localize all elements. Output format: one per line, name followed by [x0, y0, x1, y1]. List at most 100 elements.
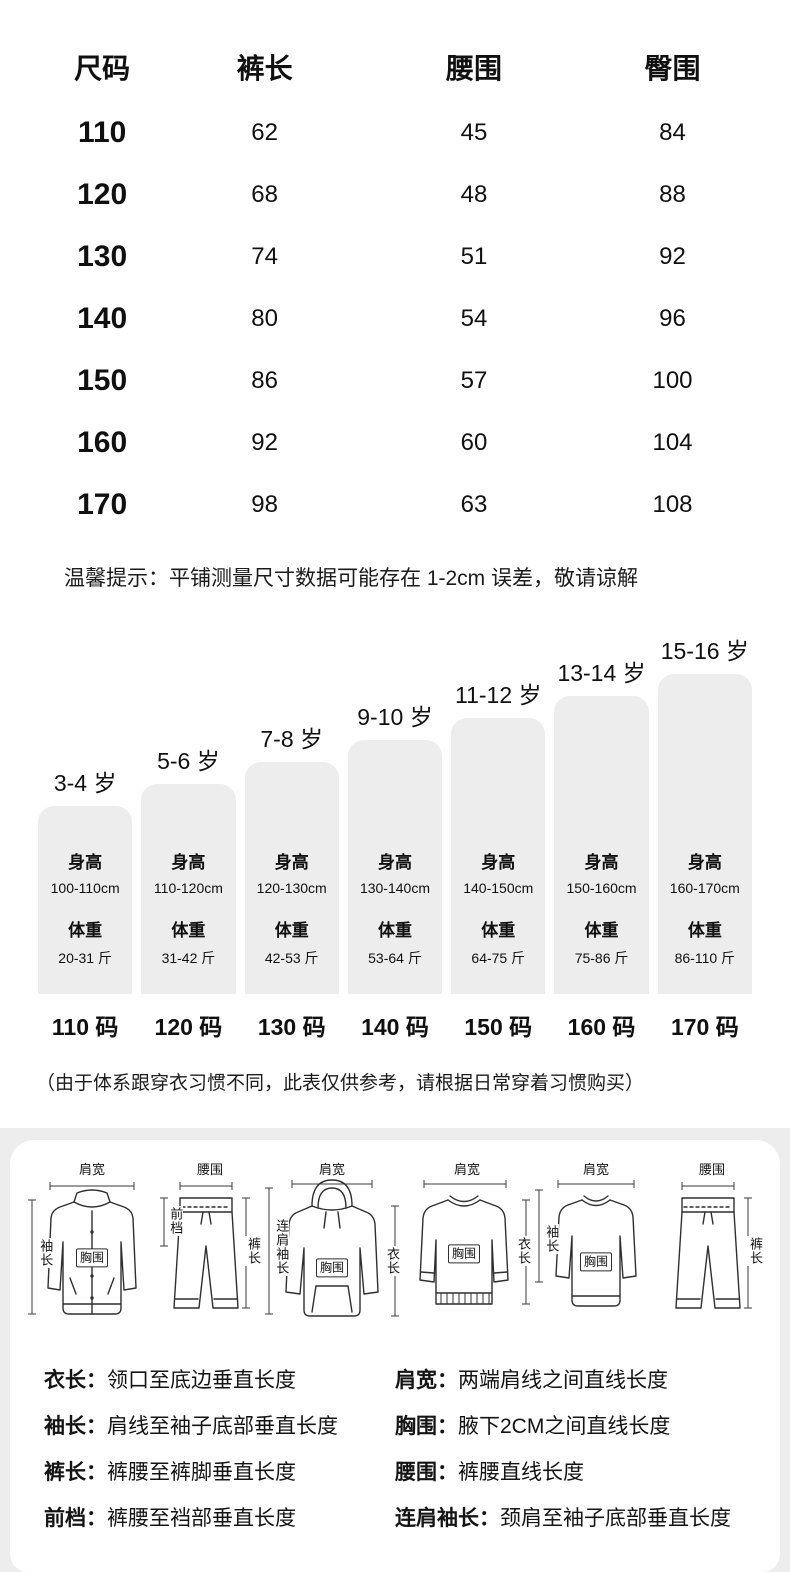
tip-text: 温馨提示：平铺测量尺寸数据可能存在 1-2cm 误差，敬请谅解 — [64, 567, 639, 590]
age-bar: 身高 130-140cm 体重 53-64 斤 — [347, 740, 443, 994]
age-label: 5-6 岁 — [157, 748, 220, 774]
height-label: 身高 — [68, 853, 103, 872]
size-cell: 120 — [77, 178, 128, 211]
table-row: 120 68 48 88 — [48, 164, 770, 226]
definition-desc: 两端肩线之间直线长度 — [458, 1369, 668, 1392]
definition-term: 连肩袖长： — [395, 1507, 500, 1530]
value-cell: 88 — [659, 181, 686, 208]
value-cell: 98 — [251, 491, 278, 518]
value-cell: 54 — [460, 305, 488, 332]
weight-label: 体重 — [584, 921, 619, 940]
table-row: 130 74 51 92 — [48, 226, 770, 288]
definition-term: 前档： — [44, 1507, 107, 1530]
shoulder-width-label: 肩宽 — [452, 1162, 482, 1179]
size-cell: 110 — [77, 116, 127, 149]
diagram-pants-a: 腰围 前档 裤长 — [158, 1162, 262, 1330]
waist-label: 腰围 — [195, 1162, 225, 1179]
age-label: 7-8 岁 — [260, 726, 324, 752]
definition-term: 肩宽： — [395, 1369, 458, 1392]
age-bar-column: 13-14 岁身高 150-160cm 体重 75-86 斤 — [554, 654, 649, 994]
size-code-label: 120 码 — [154, 1014, 223, 1040]
definition-desc: 颈肩至袖子底部垂直长度 — [500, 1507, 731, 1530]
column-header: 腰围 — [445, 53, 502, 84]
size-code-label: 130 码 — [257, 1014, 326, 1040]
height-label: 身高 — [481, 853, 516, 872]
size-chart-section: 尺码 裤长 腰围 臀围 110 62 45 84 120 68 48 88 130 74 51 92 140 80… — [0, 0, 790, 1128]
definition-item: 衣长： 领口至底边垂直长度 — [44, 1356, 395, 1402]
column-header: 臀围 — [644, 53, 701, 84]
table-row: 150 86 57 100 — [48, 350, 770, 412]
value-cell: 51 — [460, 243, 488, 270]
height-range: 140-150cm — [463, 880, 534, 896]
definition-desc: 腋下2CM之间直线长度 — [458, 1415, 671, 1438]
weight-label: 体重 — [377, 921, 412, 940]
age-bar: 身高 100-110cm 体重 20-31 斤 — [38, 806, 133, 994]
definition-term: 腰围： — [395, 1461, 458, 1484]
value-cell: 68 — [251, 181, 278, 208]
size-cell: 140 — [77, 302, 128, 335]
hoodie-outline-icon — [265, 1179, 399, 1317]
value-cell: 74 — [251, 243, 278, 270]
weight-range: 86-110 斤 — [674, 950, 736, 966]
diagram-hoodie: 肩宽 连肩袖长 胸围 衣长 — [262, 1162, 402, 1330]
definition-term: 胸围： — [395, 1415, 458, 1438]
table-row: 160 92 60 104 — [48, 412, 770, 474]
value-cell: 92 — [659, 243, 686, 270]
age-bar-column: 7-8 岁身高 120-130cm 体重 42-53 斤 — [244, 720, 339, 994]
height-label: 身高 — [171, 853, 206, 872]
chest-label: 胸围 — [75, 1248, 109, 1268]
value-cell: 108 — [652, 491, 693, 518]
pants-length-label: 裤长 — [746, 1236, 763, 1266]
weight-label: 体重 — [687, 921, 722, 940]
size-cell: 160 — [77, 426, 128, 459]
waist-label: 腰围 — [697, 1162, 727, 1179]
value-cell: 62 — [251, 119, 278, 146]
diagram-sweater: 肩宽 胸围 衣长 — [402, 1162, 532, 1330]
diagram-sweatshirt: 肩宽 袖长 胸围 — [532, 1162, 660, 1330]
sleeve-length-label: 袖长 — [37, 1238, 54, 1268]
column-header: 尺码 — [74, 53, 131, 84]
value-cell: 84 — [659, 119, 686, 146]
value-cell: 92 — [251, 429, 278, 456]
shoulder-width-label: 肩宽 — [317, 1162, 347, 1179]
value-cell: 100 — [652, 367, 693, 394]
table-row: 170 98 63 108 — [48, 474, 770, 536]
size-code-label: 140 码 — [361, 1014, 429, 1040]
height-range: 110-120cm — [153, 880, 223, 896]
value-cell: 48 — [460, 181, 488, 208]
height-range: 100-110cm — [50, 880, 120, 896]
height-range: 160-170cm — [669, 880, 740, 896]
value-cell: 63 — [460, 491, 488, 518]
age-bar: 身高 160-170cm 体重 86-110 斤 — [657, 674, 752, 994]
definition-desc: 肩线至袖子底部垂直长度 — [107, 1415, 338, 1438]
definition-desc: 裤腰至裤脚垂直长度 — [107, 1461, 296, 1484]
size-code-label: 110 码 — [51, 1014, 119, 1040]
shoulder-width-label: 肩宽 — [77, 1162, 107, 1179]
height-label: 身高 — [377, 853, 412, 872]
chest-label: 胸围 — [447, 1244, 481, 1264]
height-range: 130-140cm — [359, 880, 430, 896]
size-cell: 170 — [77, 488, 128, 521]
value-cell: 57 — [460, 367, 488, 394]
weight-range: 64-75 斤 — [471, 950, 526, 966]
garment-length-label: 衣长 — [514, 1236, 531, 1266]
note-text: （由于体系跟穿衣习惯不同，此表仅供参考，请根据日常穿着习惯购买） — [36, 1073, 645, 1094]
age-bar-column: 15-16 岁身高 160-170cm 体重 86-110 斤 — [657, 632, 752, 994]
column-header: 裤长 — [236, 53, 293, 84]
age-bar: 身高 110-120cm 体重 31-42 斤 — [141, 784, 236, 994]
definition-item: 腰围： 裤腰直线长度 — [395, 1448, 746, 1494]
height-range: 150-160cm — [566, 880, 637, 896]
size-code-label: 170 码 — [670, 1014, 739, 1040]
size-code-label: 150 码 — [464, 1014, 533, 1040]
age-label: 13-14 岁 — [557, 660, 646, 686]
height-range: 120-130cm — [256, 880, 327, 896]
diagram-pants-b: 腰围 裤长 — [660, 1162, 764, 1330]
weight-label: 体重 — [171, 921, 206, 940]
table-row: 140 80 54 96 — [48, 288, 770, 350]
definition-desc: 领口至底边垂直长度 — [107, 1369, 296, 1392]
definition-term: 裤长： — [44, 1461, 107, 1484]
guide-col-left: 衣长： 领口至底边垂直长度 袖长： 肩线至袖子底部垂直长度 裤长： 裤腰至裤脚垂直长度 前档… — [44, 1356, 395, 1540]
size-table: 尺码 裤长 腰围 臀围 110 62 45 84 120 68 48 88 130 74 51 92 140 80… — [0, 36, 790, 536]
weight-label: 体重 — [68, 921, 103, 940]
sleeve-length-label: 袖长 — [543, 1224, 560, 1254]
